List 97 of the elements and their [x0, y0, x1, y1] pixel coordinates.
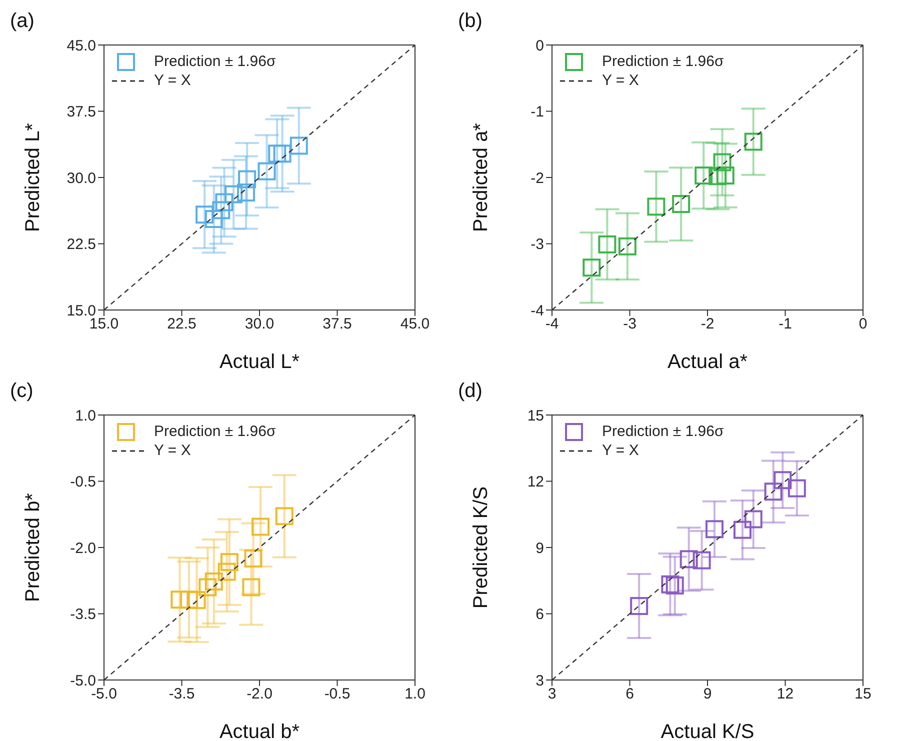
point — [275, 507, 294, 526]
y-tick-label: 37.5 — [66, 104, 96, 121]
y-tick-label: 9 — [536, 540, 544, 557]
y-tick-label: -3.5 — [70, 606, 96, 624]
point — [188, 591, 206, 610]
point — [647, 198, 666, 216]
y-tick-label: 0 — [536, 37, 544, 54]
point — [258, 162, 276, 180]
point — [170, 590, 189, 609]
y-axis-title: Predicted L* — [22, 122, 44, 232]
x-tick-label: 0 — [858, 316, 868, 333]
x-tick-label: 15 — [854, 686, 872, 703]
point — [273, 144, 292, 163]
x-axis-title: Actual a* — [667, 351, 748, 373]
point — [212, 201, 230, 220]
legend-label: Y = X — [154, 441, 191, 460]
point — [744, 510, 762, 528]
x-tick-label: -2 — [700, 316, 714, 333]
point — [744, 132, 762, 151]
point — [618, 237, 636, 256]
point — [582, 258, 601, 277]
y-tick-label: -1 — [530, 104, 544, 121]
x-axis-title: Actual b* — [219, 721, 300, 741]
point — [204, 210, 223, 228]
legend-label: Y = X — [154, 71, 191, 90]
text: (d) — [458, 380, 482, 403]
point — [252, 518, 270, 536]
point — [680, 550, 698, 568]
legend-label: Y = X — [602, 71, 639, 90]
point — [713, 153, 732, 172]
point — [196, 206, 214, 224]
point — [215, 193, 234, 212]
text: (a) — [10, 10, 34, 33]
x-tick-label: -1 — [778, 316, 792, 333]
point — [672, 195, 690, 213]
point — [692, 551, 711, 570]
x-tick-label: 37.5 — [322, 316, 352, 333]
point — [204, 572, 223, 591]
x-tick-label: 6 — [626, 686, 634, 703]
y-tick-label: 6 — [536, 606, 544, 624]
y-tick-label: 30.0 — [66, 170, 96, 187]
point — [244, 550, 262, 568]
point — [666, 576, 684, 594]
point — [630, 597, 648, 616]
x-tick-label: 12 — [776, 686, 794, 703]
point — [237, 184, 256, 202]
x-axis-title: Actual K/S — [660, 721, 754, 741]
point — [290, 136, 308, 155]
y-axis-title: Predicted a* — [470, 122, 492, 232]
x-tick-label: -2.0 — [246, 686, 272, 703]
x-tick-label: 30.0 — [244, 316, 274, 333]
point — [661, 575, 680, 594]
text: (c) — [10, 380, 34, 403]
point — [708, 167, 727, 186]
x-tick-label: 9 — [703, 686, 712, 703]
point — [764, 482, 782, 501]
legend-label: Prediction ± 1.96σ — [602, 422, 724, 441]
x-tick-label: 3 — [548, 686, 556, 703]
legend-label: Prediction ± 1.96σ — [602, 52, 724, 71]
point — [220, 553, 238, 572]
y-tick-label: 45.0 — [66, 37, 96, 54]
y-tick-label: -0.5 — [70, 474, 96, 491]
point — [705, 520, 724, 538]
point — [268, 144, 286, 163]
text: (b) — [458, 10, 482, 33]
point — [733, 520, 752, 539]
y-tick-label: 12 — [527, 474, 544, 491]
x-tick-label: -3 — [623, 316, 636, 333]
legend-label: Y = X — [602, 441, 639, 460]
y-tick-label: -3 — [530, 236, 544, 254]
y-tick-label: 22.5 — [66, 236, 96, 254]
point — [218, 562, 236, 581]
legend-label: Prediction ± 1.96σ — [154, 52, 276, 71]
y-tick-label: -4 — [530, 302, 544, 320]
point — [198, 578, 217, 596]
x-tick-label: -3.5 — [168, 686, 195, 703]
point — [694, 166, 713, 185]
point — [598, 235, 616, 254]
x-tick-label: 1.0 — [404, 686, 426, 703]
y-tick-label: -2 — [530, 170, 544, 187]
y-axis-title: Predicted b* — [22, 492, 44, 602]
point — [774, 471, 792, 490]
point — [788, 479, 806, 498]
point — [716, 166, 734, 185]
legend-label: Prediction ± 1.96σ — [154, 422, 276, 441]
y-tick-label: -2.0 — [70, 540, 96, 557]
x-tick-label: -0.5 — [324, 686, 350, 703]
y-tick-label: 1.0 — [75, 407, 96, 424]
y-tick-label: 3 — [536, 672, 544, 690]
x-tick-label: 45.0 — [400, 316, 430, 333]
point — [224, 185, 243, 204]
point — [238, 170, 256, 188]
x-axis-title: Actual L* — [219, 351, 300, 373]
y-tick-label: 15 — [527, 407, 544, 424]
point — [242, 578, 260, 596]
y-axis-title: Predicted K/S — [470, 486, 492, 609]
x-tick-label: 22.5 — [167, 316, 196, 333]
